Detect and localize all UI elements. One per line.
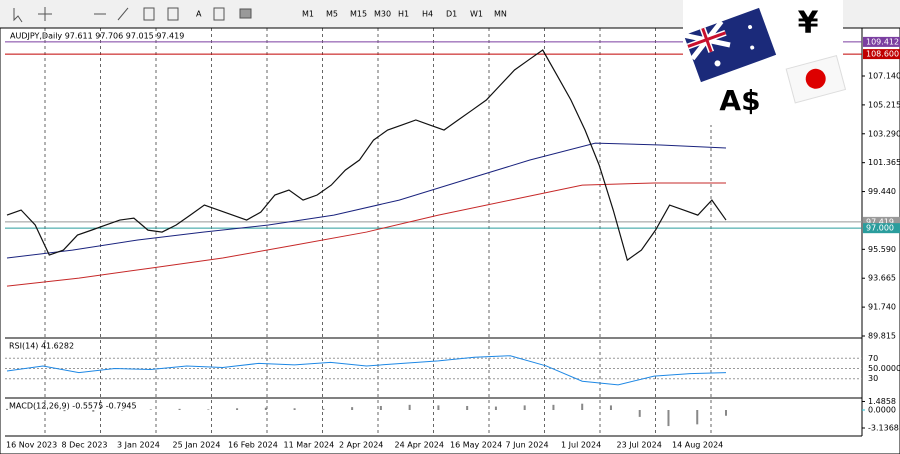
macd-bar	[379, 405, 382, 410]
price-tick-label: 91.740	[868, 303, 896, 312]
price-tick-label: 97.000	[866, 224, 894, 233]
date-label: 16 May 2024	[450, 441, 502, 450]
timeframe-button[interactable]: MN	[494, 10, 507, 19]
macd-bar	[609, 405, 612, 410]
macd-bar	[667, 410, 670, 427]
macd-bar	[207, 409, 210, 410]
price-tick-label: 101.365	[868, 158, 900, 167]
logo	[683, 0, 847, 125]
toolbar-icons[interactable]	[13, 7, 252, 23]
chart-header: AUDJPY,Daily 97.611 97.706 97.015 97.419	[10, 32, 184, 41]
macd-bar	[149, 409, 152, 410]
price-line	[6, 49, 727, 262]
macd-bar	[351, 407, 354, 410]
price-tag	[863, 49, 900, 60]
price-tick-label: 99.440	[868, 187, 896, 196]
price-tag	[863, 36, 900, 47]
macd-bar	[34, 409, 37, 410]
date-label: 14 Aug 2024	[672, 441, 723, 450]
price-tick-label: 89.815	[868, 331, 896, 340]
macd-bar	[638, 410, 641, 417]
rsi-line	[6, 355, 727, 386]
price-tick-label: 103.290	[868, 129, 900, 138]
macd-tick-label: -3.1368	[868, 424, 899, 433]
timeframe-button[interactable]: M5	[326, 10, 338, 19]
date-label: 16 Nov 2023	[6, 441, 57, 450]
timeframe-button[interactable]: W1	[470, 10, 483, 19]
macd-bar	[322, 408, 325, 410]
macd-bar	[696, 410, 699, 425]
price-tag	[863, 223, 900, 234]
timeframe-button[interactable]: H1	[398, 10, 409, 19]
date-label: 16 Feb 2024	[228, 441, 278, 450]
logo-aud: A$	[719, 84, 760, 117]
macd-bar	[6, 408, 8, 410]
macd-bar	[408, 404, 411, 410]
date-label: 8 Dec 2023	[62, 441, 108, 450]
timeframe-button[interactable]: H4	[422, 10, 433, 19]
price-tick-label: 105.215	[868, 100, 900, 109]
price-tick-label: 109.412	[866, 37, 899, 46]
macd-bar	[92, 410, 95, 412]
rsi-tick-label: 70	[868, 354, 878, 363]
macd-tick-label: 1.4858	[868, 397, 896, 406]
rsi-tick-label: 30	[868, 374, 878, 383]
timeframe-button[interactable]: M30	[374, 10, 391, 19]
macd-bar	[121, 410, 124, 411]
macd-label: MACD(12,26,9) -0.5575 -0.7945	[9, 402, 137, 411]
macd-bar	[264, 407, 267, 410]
macd-bar	[293, 408, 296, 410]
macd-bar	[178, 408, 181, 410]
macd-tick-label: 0.0000	[868, 406, 896, 415]
text-tool[interactable]: A	[196, 10, 202, 19]
price-tag	[863, 216, 900, 227]
logo-yen: ¥	[798, 6, 819, 41]
date-label: 11 Mar 2024	[284, 441, 335, 450]
timeframe-button[interactable]: M1	[302, 10, 314, 19]
price-tick-label: 93.665	[868, 274, 896, 283]
date-label: 7 Jun 2024	[506, 441, 549, 450]
price-tick-label: 97.419	[866, 217, 894, 226]
moving-average	[6, 182, 726, 287]
rsi-tick-label: 50.0000	[868, 364, 900, 373]
macd-bar	[466, 405, 469, 410]
date-label: 23 Jul 2024	[617, 441, 662, 450]
date-label: 25 Jan 2024	[173, 441, 221, 450]
moving-average	[6, 142, 727, 259]
macd-bar	[63, 410, 66, 412]
price-tick-label: 95.590	[868, 245, 896, 254]
price-tick-label: 108.600	[866, 50, 899, 59]
timeframe-button[interactable]: M15	[350, 10, 367, 19]
macd-bar	[552, 404, 555, 410]
macd-bar	[581, 403, 584, 410]
macd-bar	[494, 406, 497, 410]
date-label: 1 Jul 2024	[561, 441, 601, 450]
macd-bar	[236, 408, 239, 410]
macd-bar	[437, 405, 440, 410]
date-label: 24 Apr 2024	[395, 441, 444, 450]
timeframe-button[interactable]: D1	[446, 10, 457, 19]
rsi-label: RSI(14) 41.6282	[9, 342, 74, 351]
macd-bar	[725, 410, 727, 416]
date-label: 3 Jan 2024	[117, 441, 160, 450]
price-tick-label: 107.140	[868, 72, 900, 81]
date-label: 2 Apr 2024	[339, 441, 383, 450]
macd-bar	[523, 405, 526, 410]
